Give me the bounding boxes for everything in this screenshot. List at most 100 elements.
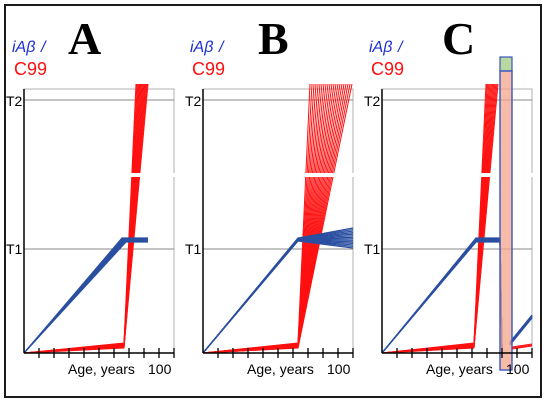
c99-trajectory — [202, 83, 313, 354]
c99-regrowth — [511, 344, 533, 349]
c99-regrowth — [511, 345, 533, 350]
c99-trajectory — [202, 83, 339, 354]
iab-trajectory — [381, 237, 503, 354]
x-ticks-a — [38, 348, 175, 358]
c99-trajectory — [381, 83, 496, 354]
c99-trajectory — [23, 83, 147, 354]
iab-trajectories-a — [23, 237, 148, 354]
axis-break-b — [199, 173, 359, 177]
iab-trajectory — [202, 236, 354, 354]
c99-trajectory — [381, 83, 487, 354]
c99-trajectory — [381, 83, 488, 354]
xmax-c: 100 — [506, 361, 530, 377]
iab-trajectory — [202, 232, 354, 354]
iab-trajectory — [202, 238, 354, 354]
c99-regrowth — [511, 343, 533, 348]
iab-trajectory — [202, 239, 354, 354]
figure-border — [4, 4, 542, 398]
iab-trajectory — [202, 239, 354, 354]
c99-trajectory — [381, 83, 499, 354]
xmax-b: 100 — [327, 361, 351, 377]
t1-label-c: T1 — [364, 241, 381, 257]
c99-trajectories-a — [23, 83, 149, 354]
c99-trajectory — [202, 83, 353, 354]
t2-label-b: T2 — [185, 93, 202, 109]
c99-trajectory — [23, 83, 140, 354]
iab-trajectory — [202, 227, 354, 354]
panel-a: T2 T1 Age, years 100 — [6, 83, 180, 377]
c99-trajectories-c — [381, 83, 533, 354]
xlabel-a: Age, years — [68, 361, 135, 377]
iab-trajectory — [381, 239, 503, 354]
iab-trajectory — [202, 233, 354, 354]
c99-trajectory — [202, 83, 315, 354]
xlabel-c: Age, years — [426, 361, 493, 377]
iab-trajectory — [381, 238, 503, 354]
t1-label-a: T1 — [6, 241, 23, 257]
iab-trajectory — [381, 239, 503, 354]
ylabel-iab-b: iAβ — [190, 39, 213, 56]
c99-trajectory — [23, 83, 137, 354]
ylabel-iab-a: iAβ — [12, 39, 35, 56]
ylabel-slash-b: / — [218, 39, 225, 56]
panel-letter-a: A — [68, 13, 101, 64]
c99-trajectory — [23, 83, 148, 354]
iab-trajectories-b — [202, 227, 354, 354]
panel-c: T2 T1 Age, years 100 — [364, 56, 538, 377]
iab-trajectory — [381, 241, 503, 354]
c99-trajectory — [23, 83, 149, 354]
iab-trajectory — [23, 241, 148, 354]
c99-trajectory — [23, 83, 143, 354]
iab-trajectory — [381, 238, 503, 354]
c99-trajectory — [23, 83, 142, 354]
t2-label-c: T2 — [364, 93, 381, 109]
c99-trajectory — [23, 83, 143, 354]
ylabel-slash-c: / — [397, 39, 404, 56]
ylabel-slash-a: / — [40, 39, 47, 56]
t1-label-b: T1 — [185, 241, 202, 257]
iab-trajectory — [202, 239, 354, 354]
intervention-bar — [499, 70, 513, 371]
iab-trajectory — [202, 240, 354, 354]
axis-break-c — [378, 173, 538, 177]
panel-b: T2 T1 Age, years 100 — [185, 83, 359, 377]
c99-trajectory — [381, 83, 491, 354]
c99-trajectory — [381, 83, 489, 354]
x-ticks-b — [217, 348, 354, 358]
c99-trajectory — [381, 83, 494, 354]
ylabel-c99-b: C99 — [192, 59, 225, 79]
t2-label-a: T2 — [6, 93, 23, 109]
iab-trajectory — [381, 237, 503, 354]
panel-letter-b: B — [258, 13, 289, 64]
iab-trajectory — [202, 228, 354, 354]
c99-trajectory — [23, 83, 139, 354]
iab-trajectory — [202, 240, 354, 354]
c99-trajectory — [202, 83, 337, 354]
iab-trajectory — [202, 235, 354, 354]
plot-frame-b — [202, 88, 354, 354]
panel-letter-c: C — [442, 13, 475, 64]
iab-trajectory — [202, 239, 354, 354]
ylabel-c99-c: C99 — [371, 59, 404, 79]
c99-trajectory — [381, 83, 490, 354]
c99-trajectories-b — [202, 83, 353, 354]
c99-trajectory — [381, 83, 497, 354]
xlabel-b: Age, years — [247, 361, 314, 377]
iab-trajectory — [381, 240, 503, 354]
c99-trajectory — [202, 83, 311, 354]
axis-break-a — [20, 173, 180, 177]
ylabel-c99-a: C99 — [14, 59, 47, 79]
iab-trajectory — [381, 240, 503, 354]
iab-regrowth — [509, 314, 533, 343]
iab-trajectory — [381, 240, 503, 354]
ylabel-iab-c: iAβ — [369, 39, 392, 56]
xmax-a: 100 — [148, 361, 172, 377]
x-ticks-c — [396, 348, 533, 358]
intervention-cap — [499, 56, 513, 72]
c99-trajectory — [23, 83, 141, 354]
c99-trajectory — [23, 83, 138, 354]
plot-frame-a — [23, 88, 175, 354]
c99-trajectory — [202, 83, 349, 354]
